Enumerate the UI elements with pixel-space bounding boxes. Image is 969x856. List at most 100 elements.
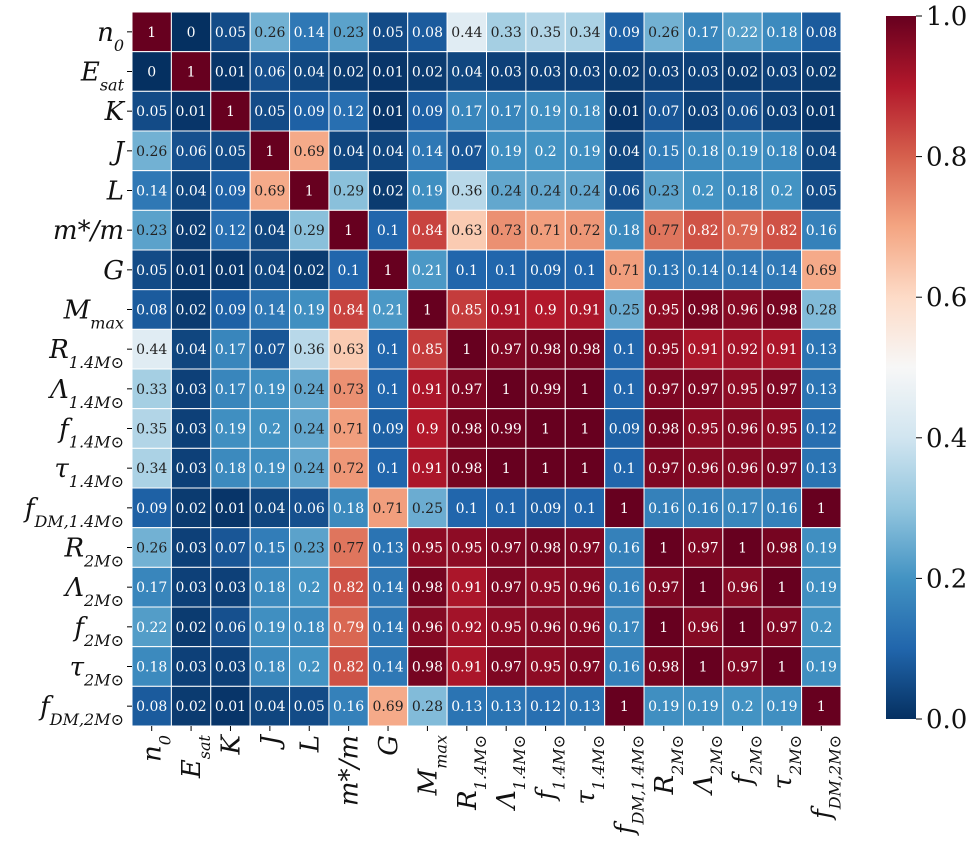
heatmap-cell (801, 170, 842, 211)
cell-value: 0.98 (451, 461, 482, 477)
cell-value: 0.44 (451, 25, 482, 41)
heatmap-cell (131, 408, 172, 449)
heatmap-cell (170, 408, 212, 449)
heatmap-cell (722, 527, 763, 568)
heatmap-cell (564, 90, 606, 132)
cell-value: 0.33 (491, 25, 522, 41)
cell-value: 0.24 (294, 461, 325, 477)
colorbar-tick-label: 0.2 (926, 564, 967, 594)
cell-value: 0.01 (215, 65, 246, 81)
cell-value: 0.95 (491, 620, 522, 636)
cell-value: 0.02 (294, 263, 325, 279)
cell-value: 0.97 (688, 541, 719, 557)
heatmap-cell (131, 170, 172, 211)
heatmap-cell (210, 646, 251, 687)
cell-value: 0.21 (412, 263, 443, 279)
heatmap-cell (328, 487, 369, 529)
column-label: n0 (138, 735, 175, 762)
column-label: τ2M⊙ (768, 735, 805, 789)
cell-value: 0.25 (412, 501, 443, 517)
row-label: K (104, 97, 126, 127)
cell-value: 0.96 (412, 620, 443, 636)
cell-value: 0.17 (688, 25, 719, 41)
cell-value: 0.2 (692, 184, 714, 200)
cell-value: 0.13 (491, 699, 522, 715)
heatmap-cell (682, 408, 724, 449)
heatmap-cell (131, 527, 172, 568)
cell-value: 0.97 (727, 660, 758, 676)
cell-value: 0.92 (451, 620, 482, 636)
heatmap-cell (407, 249, 448, 291)
heatmap-cell (643, 487, 684, 529)
cell-value: 0.29 (294, 223, 325, 239)
heatmap-cell (486, 646, 527, 687)
cell-value: 1 (581, 461, 590, 477)
cell-value: 0.1 (377, 461, 399, 477)
cell-value: 0.19 (412, 184, 443, 200)
cell-value: 0.19 (254, 382, 285, 398)
cell-value: 0.03 (175, 541, 206, 557)
cell-value: 0.2 (771, 184, 793, 200)
cell-value: 0.95 (648, 303, 679, 319)
cell-value: 0.98 (766, 541, 797, 557)
heatmap-cell (328, 209, 369, 251)
heatmap-cell (604, 566, 645, 608)
cell-value: 0.1 (613, 342, 635, 358)
cell-value: 0.18 (254, 580, 285, 596)
heatmap-cell (564, 209, 606, 251)
cell-value: 0.03 (175, 580, 206, 596)
heatmap-cell (604, 90, 645, 132)
cell-value: 0.01 (372, 104, 403, 120)
cell-value: 0.16 (609, 660, 640, 676)
cell-value: 0.1 (456, 263, 478, 279)
column-label: τ1.4M⊙ (571, 735, 608, 805)
cell-value: 1 (502, 461, 511, 477)
cell-value: 0.03 (766, 104, 797, 120)
cell-value: 0.82 (766, 223, 797, 239)
heatmap-cell (604, 170, 645, 211)
cell-value: 0.08 (806, 25, 837, 41)
heatmap-cell (249, 566, 291, 608)
heatmap-cell (328, 566, 369, 608)
heatmap-cell (407, 606, 448, 648)
cell-value: 0.13 (806, 342, 837, 358)
heatmap-cell (722, 408, 763, 449)
heatmap-cell (682, 606, 724, 648)
colorbar-tick-label: 0.6 (926, 283, 967, 313)
heatmap-cell (249, 90, 291, 132)
cell-value: 0.09 (215, 303, 246, 319)
cell-value: 0.13 (648, 263, 679, 279)
cell-value: 0.08 (136, 303, 167, 319)
heatmap-cell (328, 11, 369, 53)
cell-value: 0.19 (766, 699, 797, 715)
heatmap-cell (722, 685, 763, 727)
cell-value: 0.91 (491, 303, 522, 319)
cell-value: 0.85 (412, 342, 443, 358)
cell-value: 0.09 (530, 263, 561, 279)
cell-value: 0.05 (215, 25, 246, 41)
heatmap-cell (289, 209, 330, 251)
colorbar: 0.0 0.2 0.4 0.6 0.8 1.0 (886, 2, 967, 735)
cell-value: 0.06 (294, 501, 325, 517)
cell-value: 0.77 (333, 541, 364, 557)
cell-value: 0.98 (766, 303, 797, 319)
cell-value: 0.19 (806, 541, 837, 557)
cell-value: 1 (265, 144, 274, 160)
cell-value: 0.18 (727, 184, 758, 200)
row-label: m*/m (53, 216, 124, 246)
cell-value: 0.1 (377, 342, 399, 358)
cell-value: 0.03 (688, 65, 719, 81)
cell-value: 0.13 (806, 382, 837, 398)
colorbar-tick-label: 0.4 (926, 424, 967, 454)
cell-value: 0.71 (609, 263, 640, 279)
heatmap-cell (249, 328, 291, 370)
heatmap-cell (289, 51, 330, 92)
cell-value: 1 (384, 263, 393, 279)
cell-value: 0.01 (215, 263, 246, 279)
heatmap-cell (682, 646, 724, 687)
cell-value: 0.23 (294, 541, 325, 557)
cell-value: 0.01 (175, 104, 206, 120)
cell-value: 0.28 (412, 699, 443, 715)
heatmap-cell (131, 51, 172, 92)
